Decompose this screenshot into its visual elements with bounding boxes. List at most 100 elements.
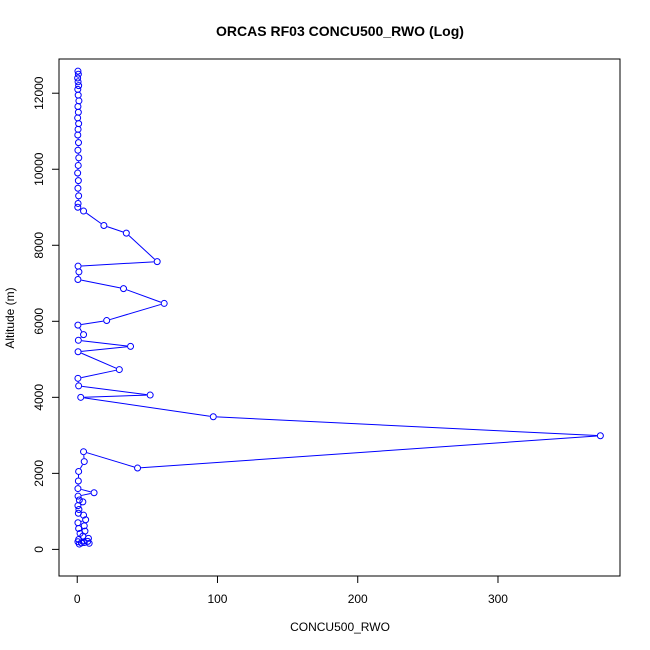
series-line-segment: [81, 320, 104, 326]
data-point: [80, 207, 88, 215]
data-point: [84, 534, 92, 542]
y-tick-label: 10000: [32, 152, 46, 186]
y-tick-label: 4000: [32, 384, 46, 411]
series-line-segment: [81, 352, 117, 369]
data-point: [74, 74, 82, 82]
data-point: [74, 103, 82, 111]
series-line-segment: [107, 226, 124, 233]
data-point: [100, 222, 108, 230]
data-point: [127, 342, 135, 350]
series-line-segment: [81, 340, 128, 347]
data-point: [74, 262, 82, 270]
series-line-segment: [140, 435, 597, 469]
data-point: [74, 70, 82, 78]
data-point: [75, 82, 83, 90]
data-point: [74, 485, 82, 493]
data-point: [146, 391, 154, 399]
plot-area-frame: [58, 58, 621, 577]
data-point: [74, 114, 82, 122]
data-point: [74, 91, 82, 99]
y-tick-label: 6000: [32, 308, 46, 335]
data-point: [75, 505, 83, 513]
data-point: [84, 537, 92, 545]
series-line-segment: [81, 279, 121, 289]
data-point: [74, 131, 82, 139]
data-point: [80, 458, 88, 466]
series-line-segment: [82, 385, 147, 396]
data-point: [74, 78, 82, 86]
series-line-segment: [79, 327, 83, 332]
data-point: [74, 336, 82, 344]
data-point: [80, 522, 88, 530]
series-line-segment: [216, 416, 597, 437]
series-line-segment: [81, 346, 128, 352]
data-point: [80, 448, 88, 456]
chart-title: ORCAS RF03 CONCU500_RWO (Log): [216, 23, 464, 39]
data-point: [122, 229, 130, 237]
data-point: [74, 177, 82, 185]
series-line-segment: [81, 492, 91, 496]
x-axis-label: CONCU500_RWO: [290, 620, 390, 634]
data-point: [74, 169, 82, 177]
series-line-segment: [86, 452, 135, 468]
data-point: [74, 139, 82, 147]
data-point: [74, 125, 82, 133]
data-point: [75, 154, 83, 162]
data-point: [74, 492, 82, 500]
data-series: [74, 67, 604, 548]
data-point: [75, 496, 83, 504]
data-point: [209, 413, 217, 421]
data-point: [74, 85, 82, 93]
x-tick-label: 0: [74, 592, 81, 606]
data-point: [74, 538, 82, 546]
data-point: [160, 299, 168, 307]
x-tick-label: 100: [207, 592, 227, 606]
data-point: [115, 366, 123, 374]
data-point: [74, 321, 82, 329]
series-line-segment: [81, 488, 91, 493]
series-line-segment: [81, 261, 154, 267]
y-tick-label: 8000: [32, 232, 46, 259]
data-point: [153, 258, 161, 266]
data-point: [75, 97, 83, 105]
x-axis: 0 100 200 300: [74, 575, 508, 606]
data-point: [74, 348, 82, 356]
data-point: [74, 146, 82, 154]
series-line-segment: [81, 369, 116, 379]
data-point: [74, 275, 82, 283]
data-point: [80, 331, 88, 339]
data-point: [85, 539, 93, 547]
series-line-segment: [128, 235, 155, 260]
series-line-segment: [109, 303, 161, 321]
data-point: [74, 184, 82, 192]
y-axis-label: Altitude (m): [3, 287, 17, 348]
data-point: [74, 108, 82, 116]
x-tick-label: 300: [488, 592, 508, 606]
data-point: [77, 393, 85, 401]
data-point: [74, 502, 82, 510]
data-point: [75, 467, 83, 475]
data-point: [74, 199, 82, 207]
y-tick-label: 2000: [32, 460, 46, 487]
data-point: [74, 203, 82, 211]
data-point: [74, 161, 82, 169]
data-point: [74, 477, 82, 485]
y-tick-label: 12000: [32, 76, 46, 110]
data-point: [90, 489, 98, 497]
series-line-segment: [86, 212, 102, 224]
data-point: [75, 524, 83, 532]
data-point: [134, 464, 142, 472]
data-point: [74, 67, 82, 75]
y-tick-label: 0: [32, 546, 46, 553]
series-line-segment: [84, 394, 147, 398]
data-point: [75, 268, 83, 276]
data-point: [74, 374, 82, 382]
data-point: [75, 192, 83, 200]
data-point: [79, 498, 87, 506]
series-line-segment: [126, 289, 162, 303]
series-line-segment: [84, 397, 210, 417]
series-line-segment: [79, 464, 83, 469]
y-axis: 0 2000 4000 6000 8000 10000 12000: [32, 76, 60, 553]
x-tick-label: 200: [348, 592, 368, 606]
